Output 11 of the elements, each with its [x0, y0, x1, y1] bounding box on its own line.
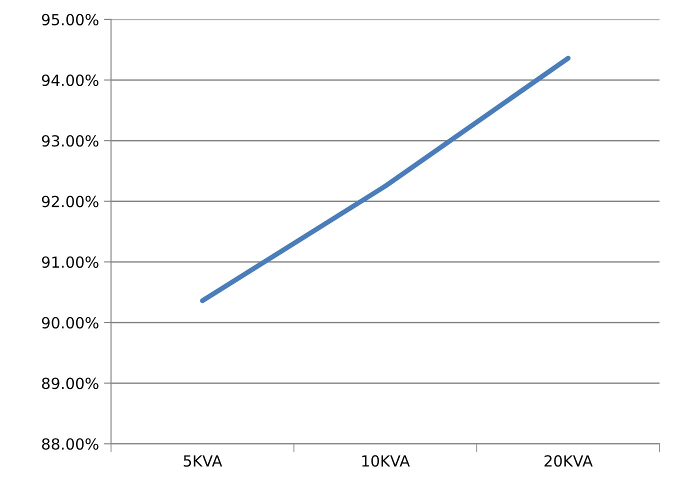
y-tick-label: 88.00%: [42, 438, 98, 450]
y-tick-label: 95.00%: [42, 14, 98, 26]
y-tick-label: 93.00%: [42, 135, 98, 147]
x-tick-label: 20KVA: [544, 455, 593, 467]
x-tick-label: 5KVA: [184, 455, 222, 467]
y-tick-label: 92.00%: [42, 196, 98, 208]
y-tick-label: 90.00%: [42, 316, 98, 329]
x-tick-label: 10KVA: [362, 455, 410, 467]
y-tick-label: 91.00%: [42, 256, 98, 268]
y-tick-label: 89.00%: [42, 378, 98, 390]
y-tick-label: 94.00%: [42, 74, 98, 86]
